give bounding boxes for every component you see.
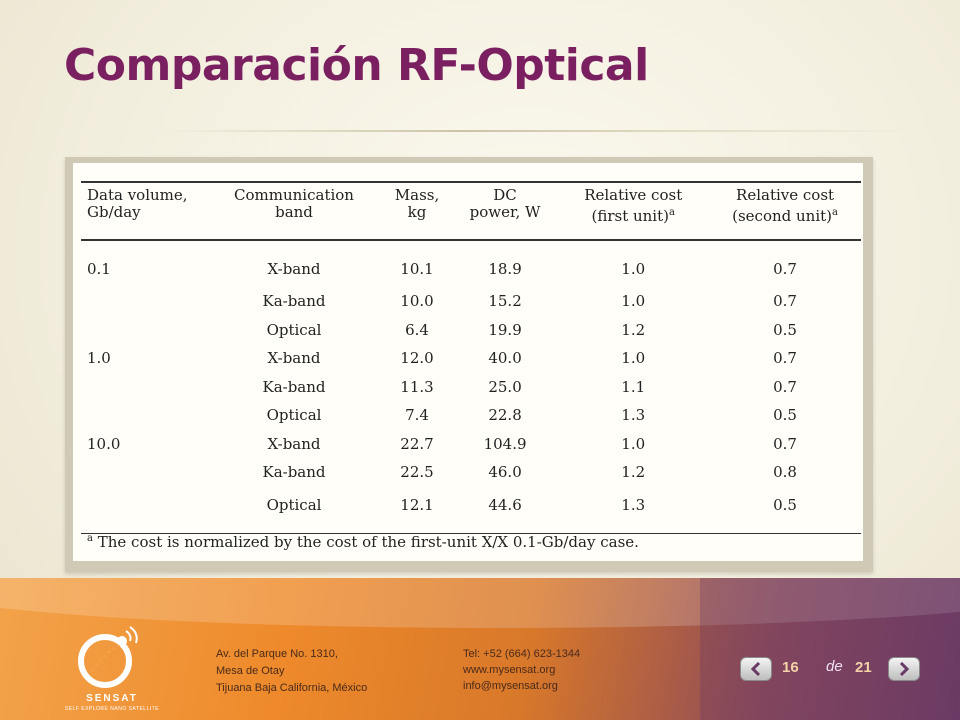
- footer-swoosh: [0, 578, 960, 628]
- cell-data-volume: [81, 458, 207, 487]
- footer-contact: Tel: +52 (664) 623-1344 www.mysensat.org…: [463, 646, 580, 694]
- cell-band: Ka-band: [262, 463, 326, 482]
- comparison-table: Data volume, Gb/day Communication band Mas…: [81, 181, 861, 534]
- contact-website[interactable]: www.mysensat.org: [463, 664, 556, 676]
- cell-mass: 10.1: [400, 260, 434, 278]
- header-mass: Mass, kg: [381, 182, 453, 241]
- cell-cost-first: 1.1: [621, 377, 646, 396]
- total-pages: 21: [855, 659, 872, 676]
- cell-band: Optical: [266, 406, 322, 425]
- cell-mass: 12.1: [381, 486, 453, 534]
- cell-cost-second: 0.5: [709, 486, 861, 534]
- cell-cost-second: 0.7: [773, 434, 797, 453]
- cell-dc-power: 19.9: [488, 320, 522, 339]
- prev-slide-button[interactable]: [740, 657, 772, 681]
- cell-data-volume: [81, 287, 207, 316]
- cell-cost-second: 0.8: [773, 463, 797, 482]
- address-line: Av. del Parque No. 1310,: [216, 648, 338, 660]
- cell-cost-first: 1.0: [621, 349, 646, 368]
- table-footnote: a The cost is normalized by the cost of …: [87, 533, 639, 551]
- cell-data-volume: [81, 373, 207, 402]
- cell-mass: 11.3: [400, 377, 434, 396]
- cell-cost-first: 1.0: [621, 434, 646, 453]
- chevron-left-icon: [750, 662, 761, 676]
- header-relative-cost-first: Relative cost (first unit)a: [557, 182, 710, 241]
- cell-data-volume: 1.0: [87, 349, 111, 368]
- cell-band: X-band: [267, 260, 321, 278]
- table-row: Ka-band 11.3 25.0 1.1 0.7: [81, 373, 861, 402]
- cell-mass: 10.0: [400, 292, 434, 311]
- cell-data-volume: [81, 401, 207, 430]
- contact-email[interactable]: info@mysensat.org: [463, 680, 558, 692]
- cell-cost-second: 0.5: [773, 320, 797, 339]
- cell-band: X-band: [267, 434, 321, 453]
- table-row: Optical 12.1 44.6 1.3 0.5: [81, 486, 861, 534]
- cell-dc-power: 15.2: [488, 292, 522, 311]
- nav-panel: [700, 578, 960, 720]
- cell-data-volume: 10.0: [87, 434, 121, 453]
- cell-dc-power: 46.0: [488, 463, 522, 482]
- cell-cost-first: 1.2: [621, 463, 646, 482]
- table-row: Optical 6.4 19.9 1.2 0.5: [81, 316, 861, 345]
- page-separator: de: [826, 658, 843, 675]
- cell-dc-power: 25.0: [488, 377, 522, 396]
- chevron-right-icon: [899, 662, 910, 676]
- next-slide-button[interactable]: [888, 657, 920, 681]
- table-header-row: Data volume, Gb/day Communication band Mas…: [81, 182, 861, 241]
- cell-mass: 7.4: [405, 406, 429, 425]
- cell-data-volume: 0.1: [87, 260, 111, 278]
- cell-data-volume: [81, 486, 207, 534]
- table-row: Ka-band 22.5 46.0 1.2 0.8: [81, 458, 861, 487]
- cell-band: Optical: [266, 320, 322, 339]
- cell-dc-power: 104.9: [483, 434, 527, 453]
- cell-cost-second: 0.7: [773, 292, 797, 311]
- title-divider: [160, 130, 920, 132]
- cell-dc-power: 18.9: [488, 260, 522, 278]
- cell-dc-power: 40.0: [488, 349, 522, 368]
- table-row: Optical 7.4 22.8 1.3 0.5: [81, 401, 861, 430]
- header-communication-band: Communication band: [206, 182, 382, 241]
- cell-data-volume: [81, 316, 207, 345]
- cell-cost-second: 0.5: [773, 406, 797, 425]
- cell-mass: 6.4: [405, 320, 429, 339]
- header-dc-power: DC power, W: [452, 182, 558, 241]
- address-line: Tijuana Baja California, México: [216, 682, 368, 694]
- cell-cost-first: 1.0: [621, 260, 646, 278]
- cell-cost-second: 0.7: [773, 349, 797, 368]
- cell-band: X-band: [267, 349, 321, 368]
- table-row: 10.0 X-band 22.7 104.9 1.0 0.7: [81, 430, 861, 459]
- slide-title: Comparación RF-Optical: [64, 40, 649, 91]
- table-row: 1.0 X-band 12.0 40.0 1.0 0.7: [81, 344, 861, 373]
- cell-mass: 22.5: [400, 463, 434, 482]
- footer-address: Av. del Parque No. 1310, Mesa de Otay Ti…: [216, 646, 367, 697]
- header-data-volume: Data volume, Gb/day: [81, 182, 207, 241]
- logo-text: SENSAT: [86, 693, 138, 704]
- logo-subtext: SELF EXPLORE NANO SATELLITE: [64, 706, 160, 712]
- cell-cost-first: 1.2: [621, 320, 646, 339]
- address-line: Mesa de Otay: [216, 665, 285, 677]
- cell-band: Ka-band: [262, 377, 326, 396]
- cell-band: Ka-band: [262, 292, 326, 311]
- cell-cost-first: 1.3: [621, 406, 646, 425]
- cell-dc-power: 22.8: [488, 406, 522, 425]
- cell-band: Optical: [206, 486, 382, 534]
- cell-dc-power: 44.6: [452, 486, 558, 534]
- slide-footer: SENSAT SELF EXPLORE NANO SATELLITE Av. d…: [0, 578, 960, 720]
- current-page-number: 16: [782, 659, 799, 676]
- cell-mass: 22.7: [400, 434, 434, 453]
- cell-cost-second: 0.7: [773, 260, 797, 278]
- cell-mass: 12.0: [400, 349, 434, 368]
- sensat-logo-icon: [78, 626, 138, 688]
- table-image-frame: Data volume, Gb/day Communication band Mas…: [65, 157, 873, 572]
- table-paper: Data volume, Gb/day Communication band Mas…: [73, 163, 863, 561]
- header-relative-cost-second: Relative cost (second unit)a: [709, 182, 861, 241]
- cell-cost-second: 0.7: [773, 377, 797, 396]
- table-row: 0.1 X-band 10.1 18.9 1.0 0.7: [81, 240, 861, 287]
- cell-cost-first: 1.3: [557, 486, 710, 534]
- contact-phone: Tel: +52 (664) 623-1344: [463, 648, 581, 660]
- table-row: Ka-band 10.0 15.2 1.0 0.7: [81, 287, 861, 316]
- cell-cost-first: 1.0: [621, 292, 646, 311]
